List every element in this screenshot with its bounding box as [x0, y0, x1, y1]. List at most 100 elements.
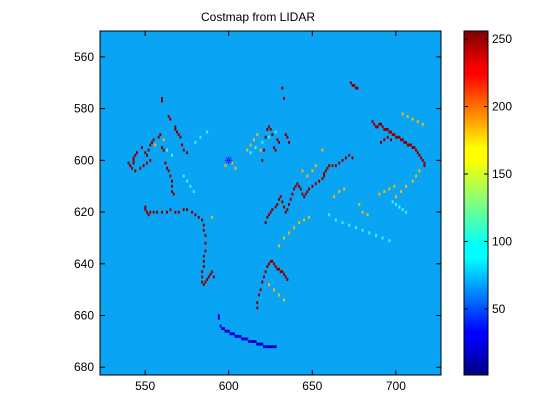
cost-cell-path — [229, 332, 232, 336]
cost-cell-medium — [358, 203, 361, 206]
cost-cell-obstacle — [132, 159, 135, 162]
cost-cell-obstacle — [174, 127, 177, 131]
y-axis: 560 580 600 620 640 660 680 — [74, 50, 441, 374]
cost-cell-obstacle — [202, 283, 205, 287]
cost-cell-obstacle — [273, 262, 275, 266]
cost-cell-obstacle — [182, 208, 185, 212]
plot-frame — [99, 30, 442, 376]
cost-cell-path — [221, 327, 224, 331]
cost-cell-medium — [306, 174, 309, 178]
cost-cell-obstacle — [278, 140, 280, 144]
cost-cell-low — [274, 130, 277, 134]
cost-cell-obstacle — [398, 135, 401, 139]
cost-cell-low — [192, 190, 195, 193]
cost-cell-obstacle — [177, 133, 180, 137]
cost-cell-obstacle — [140, 146, 143, 149]
cost-cell-medium — [400, 190, 403, 193]
colorbar-tick-label: 250 — [492, 32, 512, 46]
cost-cell-path — [232, 332, 235, 336]
cost-cell-obstacle — [308, 187, 311, 191]
cost-cell-obstacle — [323, 171, 326, 175]
cost-cell-obstacle — [403, 140, 406, 144]
cost-cell-low — [166, 148, 168, 152]
cost-cell-obstacle — [171, 184, 174, 188]
cost-cell-obstacle — [279, 195, 282, 199]
cost-cell-obstacle — [288, 140, 291, 144]
cost-cell-medium — [321, 148, 324, 152]
cost-cell-obstacle — [142, 164, 145, 168]
cost-cell-obstacle — [301, 192, 304, 196]
cost-cell-obstacle — [378, 122, 381, 126]
cost-cell-obstacle — [166, 210, 168, 214]
cost-cell-medium — [231, 161, 234, 165]
cost-cell-obstacle — [400, 138, 403, 142]
cost-cell-obstacle — [383, 127, 386, 131]
cost-cell-obstacle — [181, 143, 184, 147]
cost-cell-obstacle — [274, 265, 277, 268]
cost-cell-medium — [234, 166, 237, 170]
cost-cell-path — [264, 345, 267, 349]
cost-cell-obstacle — [207, 275, 210, 279]
cost-cell-obstacle — [349, 81, 352, 85]
cost-cell-obstacle — [379, 122, 382, 126]
cost-cell-low — [182, 174, 185, 178]
cost-cell-obstacle — [176, 130, 179, 134]
cost-cell-obstacle — [298, 184, 301, 188]
cost-cell-obstacle — [157, 135, 160, 139]
cost-cell-path — [236, 334, 239, 338]
cost-cell-obstacle — [338, 161, 341, 165]
cost-cell-low — [206, 130, 209, 134]
cost-cell-obstacle — [283, 205, 286, 209]
cost-cell-medium — [388, 187, 391, 191]
cost-cell-obstacle — [324, 169, 327, 173]
cost-cell-obstacle — [281, 270, 284, 274]
cost-cell-medium — [361, 210, 364, 214]
cost-cell-obstacle — [391, 133, 394, 137]
cost-cell-medium — [383, 190, 386, 193]
cost-cell-obstacle — [152, 138, 155, 142]
cost-cell-obstacle — [130, 166, 133, 170]
cost-cell-low — [398, 205, 401, 209]
cost-cell-obstacle — [405, 140, 408, 144]
cost-cell-obstacle — [351, 84, 354, 87]
cost-cell-obstacle — [390, 138, 392, 142]
cost-cell-obstacle — [383, 138, 386, 142]
y-tick-label: 580 — [74, 102, 94, 116]
cost-cell-obstacle — [259, 288, 262, 292]
chart-title: Costmap from LIDAR — [201, 10, 315, 24]
cost-cell-obstacle — [174, 210, 177, 214]
cost-cell-medium — [395, 195, 397, 199]
y-tick-label: 660 — [74, 309, 94, 323]
cost-cell-obstacle — [171, 179, 174, 183]
cost-cell-obstacle — [281, 200, 284, 204]
cost-cell-medium — [249, 143, 252, 147]
plot-area: 550 600 650 700 560 580 600 620 640 660 680 — [74, 30, 442, 393]
cost-cell-obstacle — [201, 280, 204, 284]
cost-cell-obstacle — [179, 135, 182, 139]
cost-cell-medium — [224, 164, 227, 168]
cost-cell-path — [222, 327, 225, 331]
cost-cell-obstacle — [191, 210, 194, 214]
cost-cell-obstacle — [379, 140, 382, 144]
heatmap-cells — [127, 81, 426, 349]
robot-marker — [224, 156, 233, 165]
cost-cell-obstacle — [201, 270, 204, 274]
cost-cell-medium — [283, 298, 286, 302]
cost-cell-obstacle — [264, 135, 267, 139]
cost-cell-obstacle — [334, 164, 337, 168]
cost-cell-low — [194, 140, 197, 144]
cost-cell-obstacle — [284, 210, 287, 214]
cost-cell-obstacle — [201, 275, 204, 279]
cost-cell-obstacle — [129, 164, 132, 168]
cost-cell-obstacle — [212, 275, 215, 279]
cost-cell-obstacle — [286, 135, 289, 139]
cost-cell-path — [237, 334, 240, 338]
cost-cell-low — [199, 135, 202, 139]
cost-cell-low — [381, 236, 384, 240]
cost-cell-path — [254, 340, 257, 343]
cost-cell-low — [261, 140, 264, 144]
cost-cell-path — [242, 337, 245, 341]
cost-cell-obstacle — [420, 156, 423, 160]
cost-cell-obstacle — [161, 146, 163, 149]
cost-cell-medium — [303, 218, 306, 222]
